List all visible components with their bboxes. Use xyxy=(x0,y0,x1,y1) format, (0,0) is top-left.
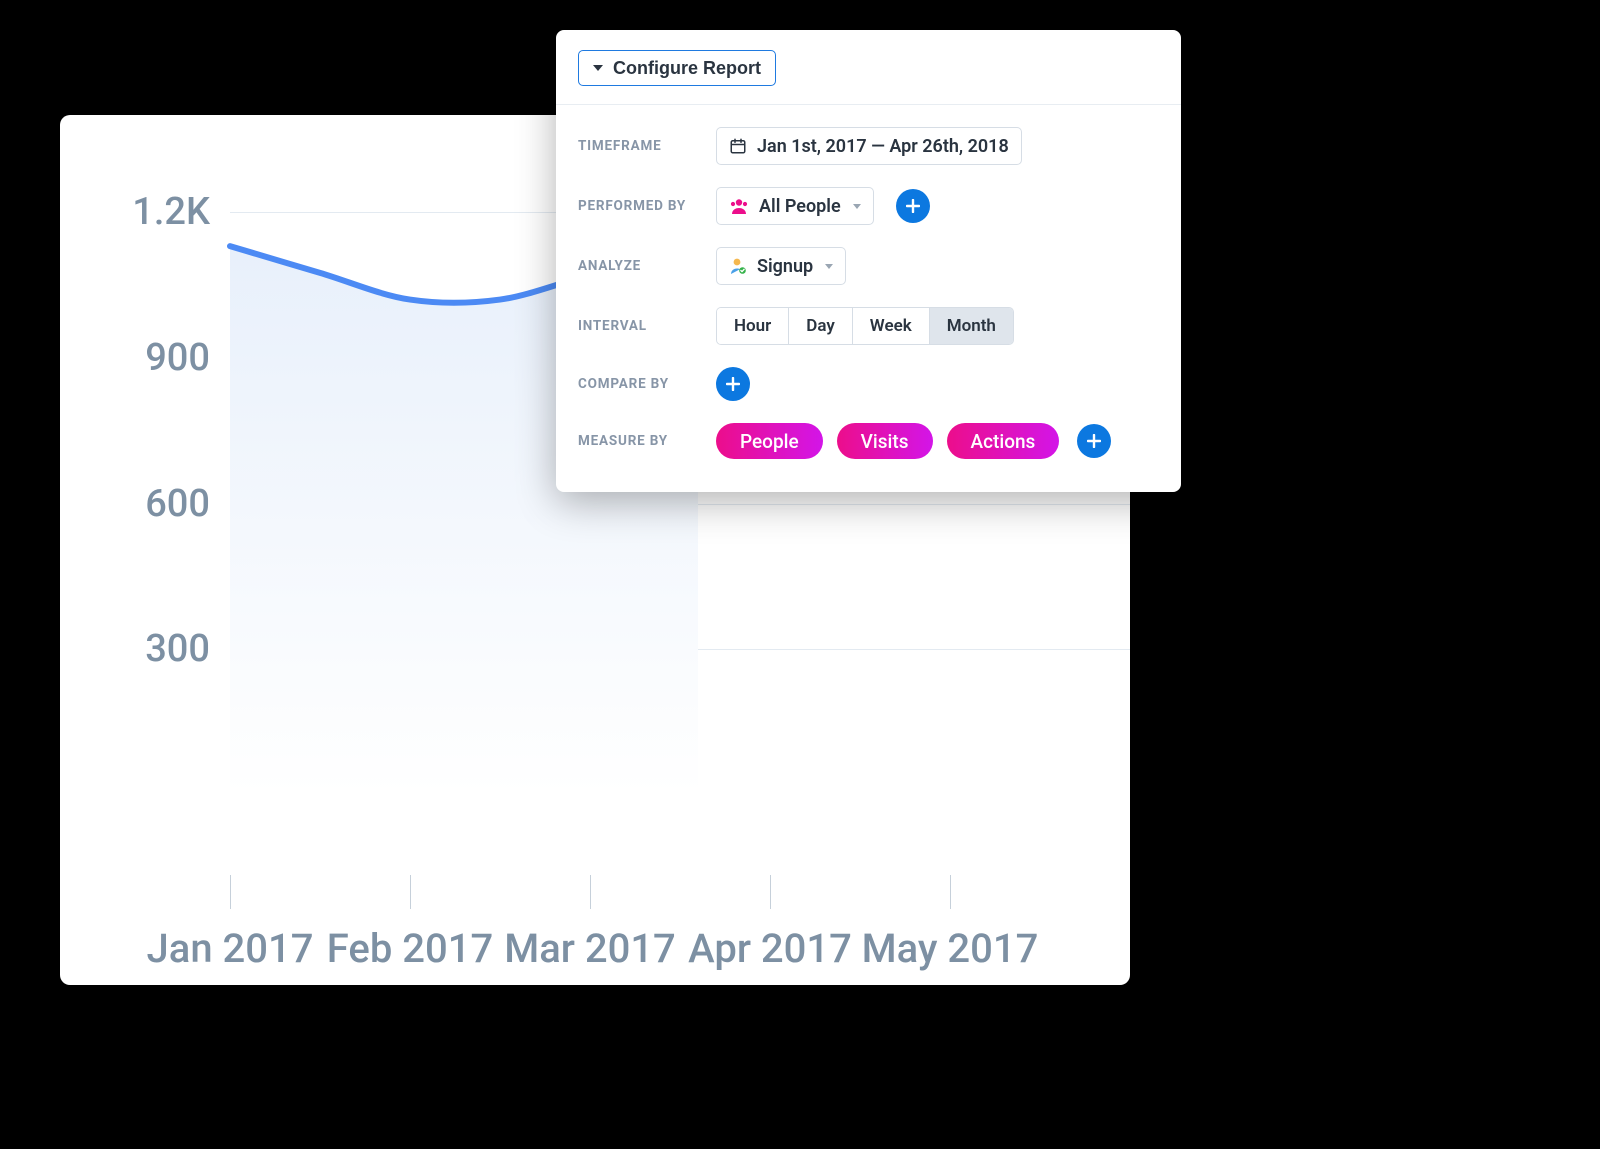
y-tick-label: 600 xyxy=(80,482,210,526)
chevron-down-icon xyxy=(593,65,603,71)
label-interval: Interval xyxy=(578,318,716,334)
y-tick-label: 1.2K xyxy=(80,190,210,234)
x-tick-label: Feb 2017 xyxy=(327,925,493,972)
y-tick-label: 900 xyxy=(80,336,210,380)
x-tick-label: Jan 2017 xyxy=(147,925,314,972)
measure-pill-people[interactable]: People xyxy=(716,423,823,459)
label-performed-by: Performed By xyxy=(578,198,716,214)
x-axis: Jan 2017Feb 2017Mar 2017Apr 2017May 2017 xyxy=(230,795,1130,985)
configure-report-button[interactable]: Configure Report xyxy=(578,50,776,86)
people-icon xyxy=(729,198,749,214)
plus-icon xyxy=(726,377,740,391)
label-analyze: Analyze xyxy=(578,258,716,274)
row-timeframe: Timeframe Jan 1st, 2017 — Apr 26th, 2018 xyxy=(578,127,1159,165)
measure-pill-visits[interactable]: Visits xyxy=(837,423,933,459)
calendar-icon xyxy=(729,137,747,155)
configure-report-label: Configure Report xyxy=(613,58,761,79)
row-analyze: Analyze Signup xyxy=(578,247,1159,285)
x-tick-mark xyxy=(770,875,771,909)
chevron-down-icon xyxy=(853,204,861,209)
row-interval: Interval HourDayWeekMonth xyxy=(578,307,1159,345)
interval-segmented-control[interactable]: HourDayWeekMonth xyxy=(716,307,1014,345)
label-compare-by: Compare By xyxy=(578,376,716,392)
x-tick-label: Apr 2017 xyxy=(688,925,852,972)
interval-option-hour[interactable]: Hour xyxy=(717,308,788,344)
row-performed-by: Performed By All People xyxy=(578,187,1159,225)
timeframe-picker[interactable]: Jan 1st, 2017 — Apr 26th, 2018 xyxy=(716,127,1022,165)
performed-by-value: All People xyxy=(759,196,841,217)
interval-option-week[interactable]: Week xyxy=(852,308,929,344)
x-tick-mark xyxy=(590,875,591,909)
x-tick-mark xyxy=(230,875,231,909)
x-tick-mark xyxy=(950,875,951,909)
person-check-icon xyxy=(729,257,747,275)
plus-icon xyxy=(906,199,920,213)
x-tick-mark xyxy=(410,875,411,909)
x-tick-label: May 2017 xyxy=(862,925,1039,972)
add-performed-by-button[interactable] xyxy=(896,189,930,223)
plus-icon xyxy=(1087,434,1101,448)
configure-report-panel: Configure Report Timeframe Jan 1st, 2017… xyxy=(556,30,1181,492)
label-timeframe: Timeframe xyxy=(578,138,716,154)
measure-pill-actions[interactable]: Actions xyxy=(947,423,1060,459)
timeframe-value: Jan 1st, 2017 — Apr 26th, 2018 xyxy=(757,136,1009,157)
chevron-down-icon xyxy=(825,264,833,269)
performed-by-select[interactable]: All People xyxy=(716,187,874,225)
label-measure-by: Measure By xyxy=(578,433,716,449)
x-tick-label: Mar 2017 xyxy=(504,925,676,972)
y-tick-label: 300 xyxy=(80,627,210,671)
add-measure-by-button[interactable] xyxy=(1077,424,1111,458)
add-compare-by-button[interactable] xyxy=(716,367,750,401)
row-compare-by: Compare By xyxy=(578,367,1159,401)
analyze-value: Signup xyxy=(757,256,813,277)
analyze-select[interactable]: Signup xyxy=(716,247,846,285)
row-measure-by: Measure By People Visits Actions xyxy=(578,423,1159,459)
panel-divider xyxy=(556,104,1181,105)
interval-option-day[interactable]: Day xyxy=(788,308,852,344)
measure-by-pill-list: People Visits Actions xyxy=(716,423,1073,459)
interval-option-month[interactable]: Month xyxy=(929,308,1013,344)
y-axis: 300 600 900 1.2K xyxy=(80,115,210,795)
